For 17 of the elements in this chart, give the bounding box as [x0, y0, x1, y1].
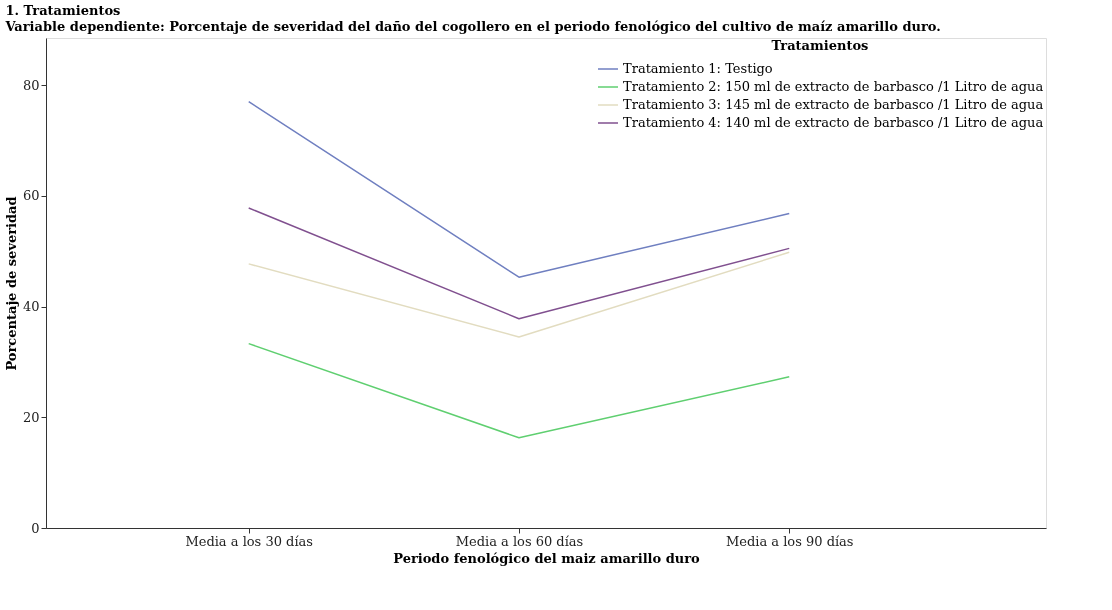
chart-title: 1. Tratamientos — [5, 3, 121, 18]
x-axis-title: Periodo fenológico del maiz amarillo duro — [393, 550, 701, 566]
legend-title: Tratamientos — [771, 38, 869, 53]
y-tick-label: 60 — [22, 188, 40, 204]
legend-label: Tratamiento 4: 140 ml de extracto de barbasco /1 Litro de agua — [623, 115, 1044, 130]
chart-subtitle: Variable dependiente: Porcentaje de severidad del daño del cogollero en el periodo fenológico del cultivo de maíz amarillo duro. — [4, 19, 941, 34]
x-tick-label: Media a los 30 días — [185, 533, 314, 549]
legend-label: Tratamiento 1: Testigo — [623, 61, 773, 76]
x-tick-label: Media a los 90 días — [725, 533, 854, 549]
y-axis-title: Porcentaje de severidad — [3, 196, 19, 371]
y-tick-label: 80 — [22, 77, 40, 93]
legend-label: Tratamiento 3: 145 ml de extracto de barbasco /1 Litro de agua — [623, 97, 1044, 112]
y-tick-label: 20 — [22, 409, 40, 425]
y-tick-label: 40 — [22, 299, 40, 315]
y-tick-label: 0 — [31, 520, 40, 536]
legend-label: Tratamiento 2: 150 ml de extracto de barbasco /1 Litro de agua — [623, 79, 1044, 94]
x-tick-label: Media a los 60 días — [455, 533, 584, 549]
